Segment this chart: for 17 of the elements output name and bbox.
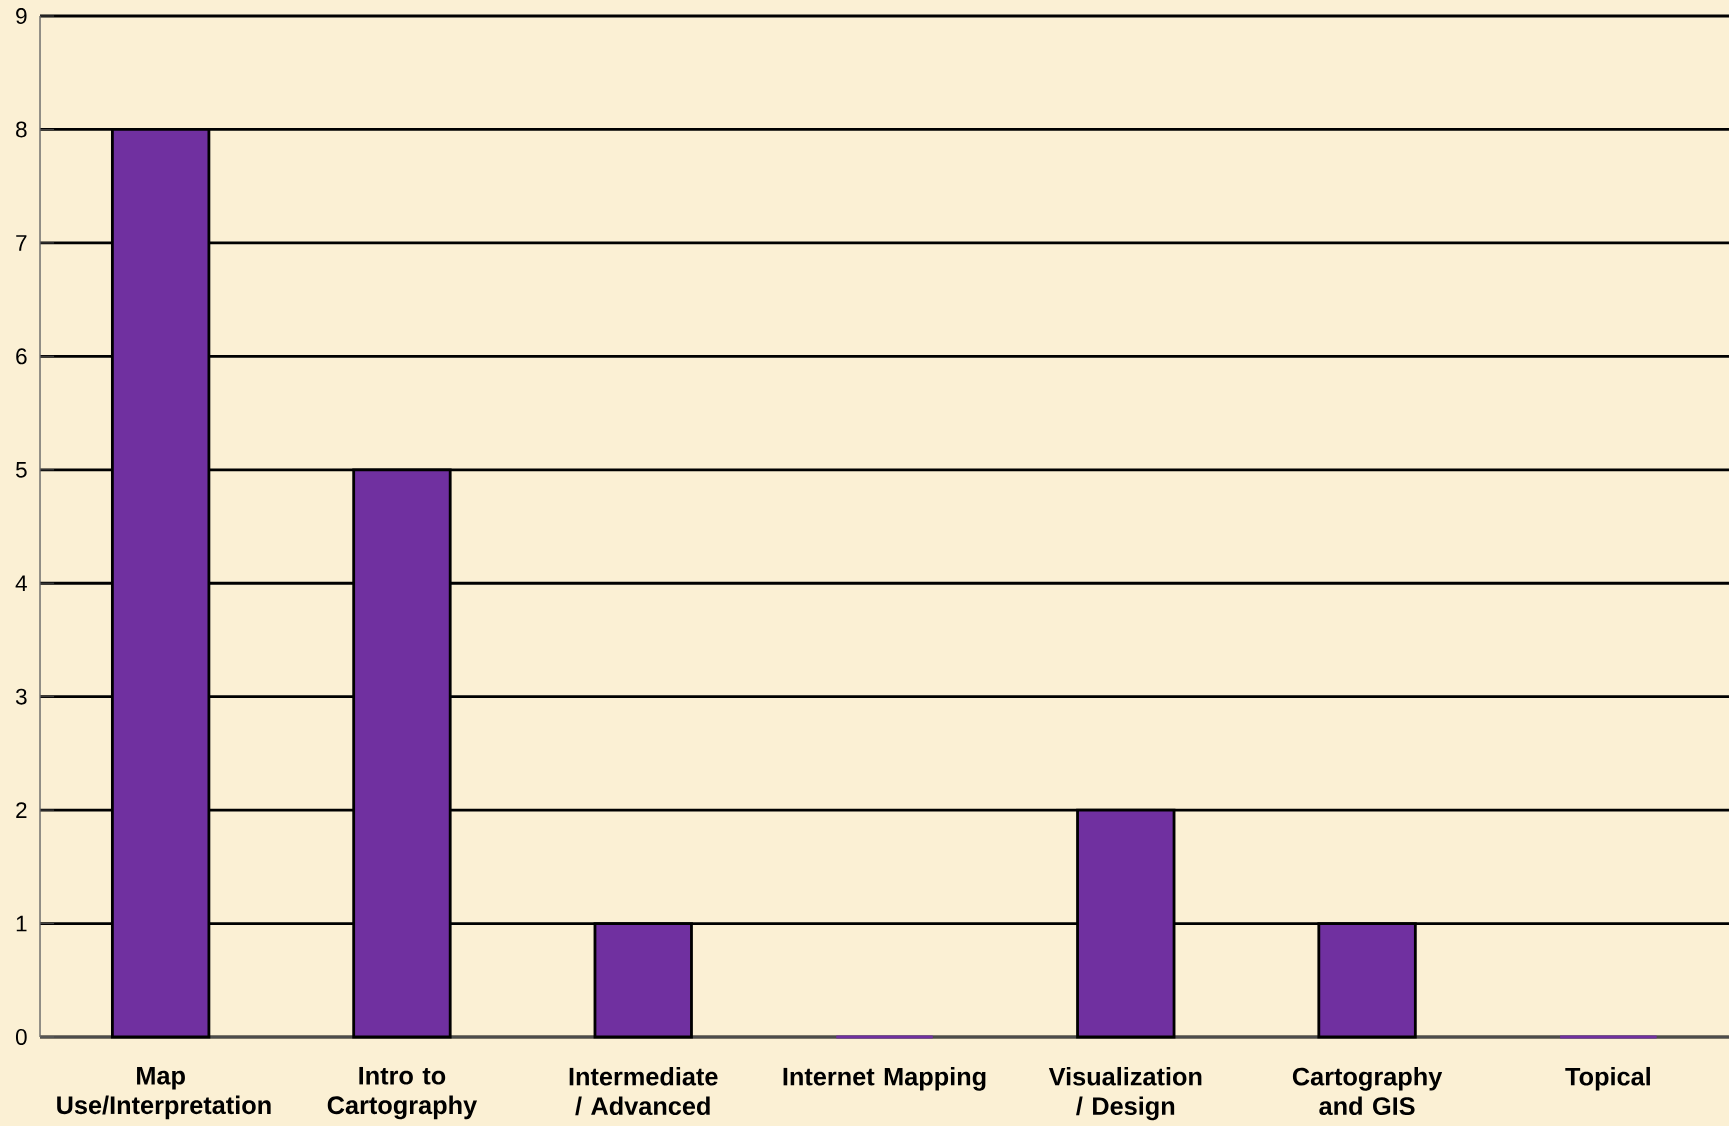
x-tick-label: Visualization / Design xyxy=(1048,1066,1202,1121)
x-tick-label: Cartography and GIS xyxy=(1292,1066,1443,1116)
y-tick-label: 2 xyxy=(16,802,27,818)
y-tick-label: 7 xyxy=(16,235,27,251)
y-tick-label: 6 xyxy=(16,348,27,365)
y-tick-label: 9 xyxy=(16,8,27,24)
y-tick-label: 4 xyxy=(15,575,27,591)
y-tick-label: 5 xyxy=(15,461,27,478)
y-tick-label: 0 xyxy=(15,1029,27,1045)
y-tick-label: 1 xyxy=(16,915,27,932)
x-tick-label: Intermediate / Advanced xyxy=(569,1066,718,1116)
y-tick-label: 8 xyxy=(16,121,27,138)
y-tick-label: 3 xyxy=(15,688,27,705)
x-tick-label: Map Use/Interpretation xyxy=(57,1066,271,1120)
x-tick-label: Topical xyxy=(1565,1066,1650,1091)
x-tick-label: Internet Mapping xyxy=(783,1066,986,1091)
x-tick-label: Intro to Cartography xyxy=(327,1066,478,1120)
